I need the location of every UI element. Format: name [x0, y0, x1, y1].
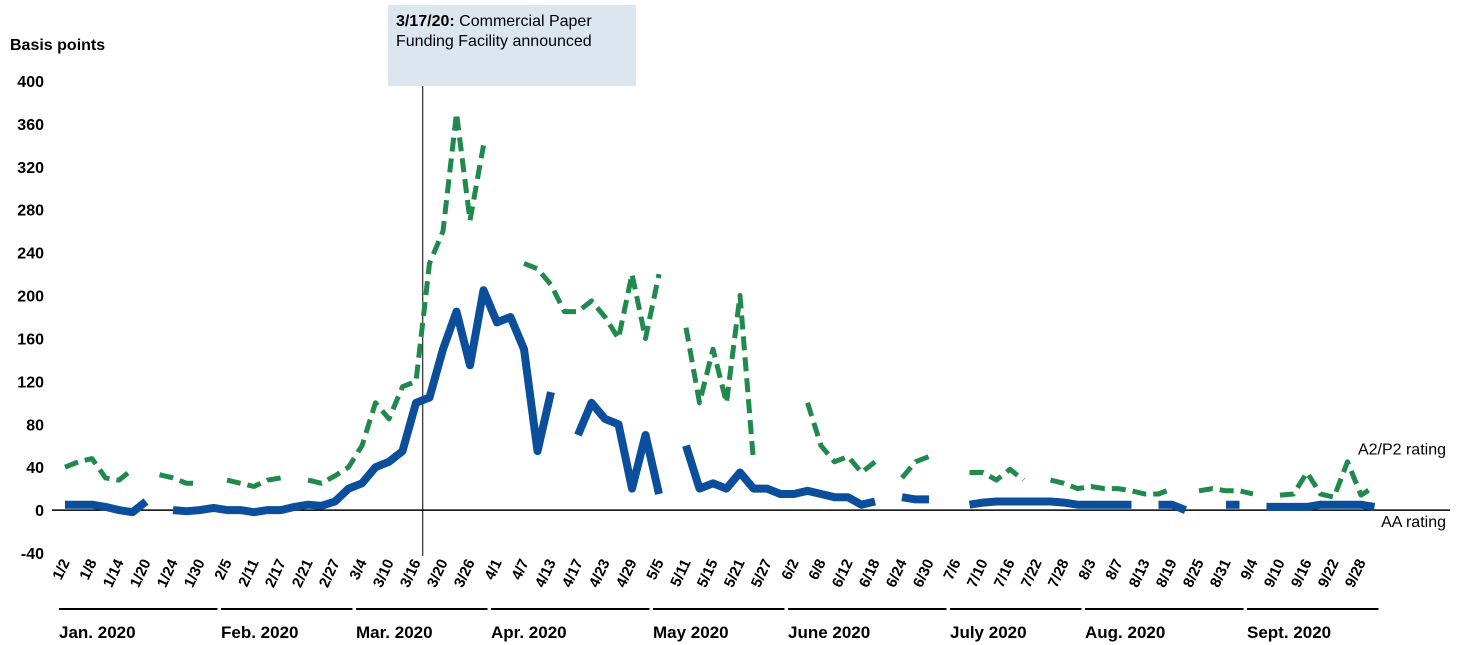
x-tick-label: 9/16	[1288, 557, 1316, 591]
month-label: Aug. 2020	[1085, 623, 1165, 642]
y-tick-label: 160	[17, 331, 44, 348]
x-tick-label: 4/29	[613, 557, 641, 591]
x-tick-label: 8/19	[1153, 557, 1181, 591]
x-tick-label: 6/8	[805, 557, 829, 583]
x-tick-label: 7/6	[940, 557, 964, 583]
x-tick-label: 3/10	[370, 557, 398, 591]
x-tick-label: 2/5	[211, 557, 235, 583]
x-tick-label: 3/4	[346, 556, 370, 583]
x-tick-label: 7/22	[1018, 557, 1046, 591]
x-tick-label: 1/2	[49, 557, 73, 583]
x-tick-label: 1/24	[154, 556, 182, 590]
month-label: June 2020	[788, 623, 870, 642]
y-axis-label: Basis points	[10, 37, 105, 54]
x-tick-label: 9/28	[1342, 557, 1370, 591]
y-tick-label: 40	[26, 460, 44, 477]
x-tick-label: 5/15	[694, 557, 722, 591]
month-label: Sept. 2020	[1247, 623, 1331, 642]
series-label: AA rating	[1381, 514, 1446, 531]
x-tick-label: 9/10	[1261, 557, 1289, 591]
month-label: May 2020	[653, 623, 729, 642]
annotation-text: Commercial Paper Funding Facility announ…	[396, 13, 592, 50]
x-tick-label: 4/1	[481, 557, 505, 583]
month-label: Apr. 2020	[491, 623, 567, 642]
y-tick-label: 320	[17, 160, 44, 177]
x-tick-label: 7/16	[991, 557, 1019, 591]
x-tick-label: 3/16	[397, 557, 425, 591]
series-line	[65, 286, 1376, 517]
x-tick-label: 8/13	[1126, 557, 1154, 591]
x-tick-label: 8/3	[1075, 557, 1099, 583]
y-tick-label: 120	[17, 374, 44, 391]
y-tick-label: 200	[17, 289, 44, 306]
month-label: Mar. 2020	[356, 623, 433, 642]
x-tick-label: 5/5	[643, 557, 667, 583]
x-tick-label: 8/7	[1102, 557, 1126, 583]
y-tick-label: 80	[26, 417, 44, 434]
x-tick-label: 2/21	[289, 557, 317, 591]
x-tick-label: 3/20	[424, 557, 452, 591]
month-label: July 2020	[950, 623, 1027, 642]
series-line	[64, 110, 1376, 500]
x-tick-label: 2/27	[316, 557, 344, 591]
x-tick-label: 4/17	[559, 557, 587, 591]
x-tick-label: 1/14	[100, 556, 128, 590]
x-tick-label: 4/13	[532, 557, 560, 591]
annotation-date: 3/17/20:	[396, 13, 455, 30]
x-tick-label: 6/30	[910, 557, 938, 591]
x-tick-label: 1/20	[127, 557, 155, 591]
x-tick-label: 1/8	[76, 557, 100, 583]
series-label: A2/P2 rating	[1358, 441, 1446, 458]
x-tick-label: 4/23	[586, 557, 614, 591]
x-tick-label: 2/11	[235, 557, 262, 590]
x-tick-label: 5/21	[721, 557, 749, 591]
x-tick-label: 6/18	[856, 557, 884, 591]
x-tick-label: 6/2	[778, 557, 802, 583]
x-tick-label: 8/31	[1207, 557, 1235, 591]
y-tick-label: 400	[17, 74, 44, 91]
y-tick-label: 360	[17, 117, 44, 134]
x-tick-label: 5/27	[748, 557, 776, 591]
x-tick-label: 5/11	[667, 557, 694, 590]
x-tick-label: 8/25	[1180, 557, 1208, 591]
x-tick-label: 4/7	[508, 557, 532, 583]
x-tick-label: 6/12	[829, 557, 857, 591]
x-tick-label: 7/28	[1045, 557, 1073, 591]
annotation-box: 3/17/20: Commercial Paper Funding Facili…	[388, 5, 636, 86]
x-tick-label: 2/17	[262, 557, 290, 591]
x-tick-label: 3/26	[451, 557, 479, 591]
month-label: Jan. 2020	[59, 623, 136, 642]
y-tick-label: 280	[17, 203, 44, 220]
x-tick-label: 6/24	[883, 556, 911, 590]
x-tick-label: 9/4	[1237, 556, 1261, 583]
month-label: Feb. 2020	[221, 623, 299, 642]
y-tick-label: 0	[35, 503, 44, 520]
x-tick-label: 1/30	[181, 557, 209, 591]
y-tick-label: 240	[17, 246, 44, 263]
x-tick-label: 7/10	[964, 557, 992, 591]
y-tick-label: -40	[21, 546, 44, 563]
x-tick-label: 9/22	[1315, 557, 1343, 591]
